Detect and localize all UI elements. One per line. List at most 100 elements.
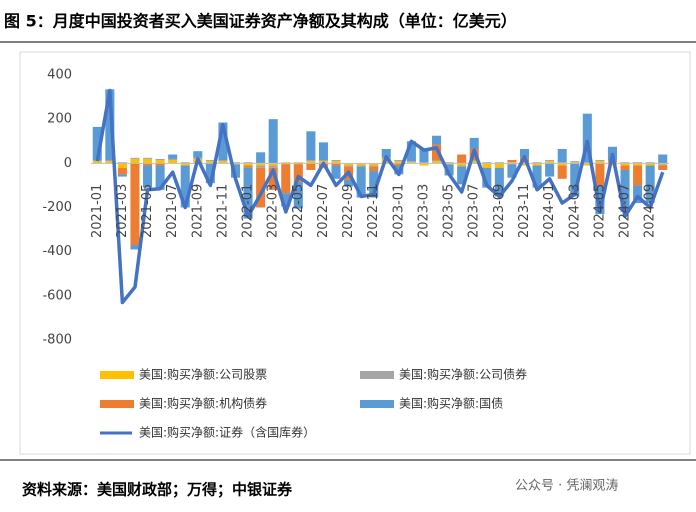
bar-segment [281,193,291,207]
bar-segment [507,164,517,178]
bar-segment [457,165,467,167]
bar-segment [507,160,517,163]
bar-segment [394,161,404,164]
bar-segment [570,163,580,197]
bar-segment [570,161,580,163]
bar-segment [344,165,354,167]
x-tick-label: 2023-11 [517,184,532,238]
bar-segment [268,165,278,168]
x-tick-label: 2024-05 [592,184,607,238]
bar-segment [532,163,542,166]
bar-segment [306,161,316,164]
bar-segment [570,162,580,164]
x-tick-label: 2022-07 [316,184,331,238]
y-tick-label: 200 [47,112,72,127]
bar-segment [117,162,127,164]
bar-segment [331,165,341,179]
bar-segment [406,141,416,162]
bar-segment [457,166,467,185]
bar-segment [394,163,404,166]
bar-segment [545,160,555,162]
legend-swatch [100,371,134,379]
bar-segment [205,161,215,164]
bar-segment [143,157,153,159]
x-tick-label: 2024-09 [643,184,658,238]
bar-segment [406,162,416,164]
bar-segment [117,163,127,168]
legend-label: 美国:购买净额:证券（含国库券） [139,425,315,440]
bar-segment [293,164,303,183]
bar-segment [105,89,115,161]
y-tick-label: -600 [42,288,72,303]
bar-segment [607,163,617,166]
bar-segment [243,162,253,164]
bar-segment [218,122,228,161]
legend-label: 美国:购买净额:机构债券 [139,396,267,411]
bar-segment [557,163,567,166]
bar-segment [243,167,253,219]
bar-segment [519,163,530,166]
bar-segment [532,162,542,164]
x-tick-label: 2023-07 [467,184,482,238]
x-tick-label: 2021-03 [115,184,130,238]
bar-segment [293,182,303,209]
bar-segment [595,161,605,164]
bar-segment [130,157,140,159]
bar-segment [381,148,391,158]
x-tick-label: 2022-03 [266,184,281,238]
bar-segment [256,163,266,166]
x-tick-label: 2021-07 [165,184,180,238]
bar-segment [344,179,354,187]
bar-segment [633,162,643,164]
bar-segment [469,161,479,164]
bar-segment [268,167,278,190]
bar-segment [143,163,153,166]
bar-segment [469,137,479,149]
bar-segment [130,158,140,164]
bar-segment [155,165,165,190]
bar-segment [658,154,668,164]
bar-segment [557,165,567,179]
bar-segment [306,131,316,161]
bar-segment [557,162,567,164]
bar-segment [582,113,592,163]
bar-segment [230,163,241,165]
bar-segment [130,245,140,250]
bar-segment [620,165,630,170]
watermark: 公众号 · 凭澜观涛 [515,478,618,494]
bar-segment [582,163,592,166]
bar-segment [117,174,127,177]
bar-segment [432,160,442,162]
bar-segment [645,162,655,164]
bar-segment [457,154,467,164]
bar-segment [143,165,153,188]
bar-segment [494,163,504,168]
bar-segment [155,160,165,164]
bar-segment [444,163,454,165]
bar-segment [645,163,655,166]
bar-segment [406,161,416,163]
bar-segment [256,167,266,208]
bar-segment [633,165,643,186]
x-tick-label: 2022-01 [241,184,256,238]
legend-label: 美国:购买净额:公司股票 [139,367,267,382]
bar-segment [519,162,530,164]
bar-segment [318,160,328,162]
bar-segment [369,171,379,198]
bar-segment [268,119,278,164]
bar-segment [432,161,442,164]
legend-swatch [360,371,394,379]
bar-segment [620,169,630,212]
bar-segment [193,151,203,158]
bar-segment [419,162,429,164]
bar-segment [105,161,115,164]
x-tick-label: 2024-01 [542,184,557,238]
bar-segment [658,163,668,165]
bar-segment [469,160,479,162]
x-tick-label: 2023-01 [391,184,406,238]
bar-segment [494,167,504,197]
bar-segment [256,152,266,164]
bar-segment [419,163,429,166]
bar-segment [218,161,228,164]
bar-segment [369,166,379,172]
